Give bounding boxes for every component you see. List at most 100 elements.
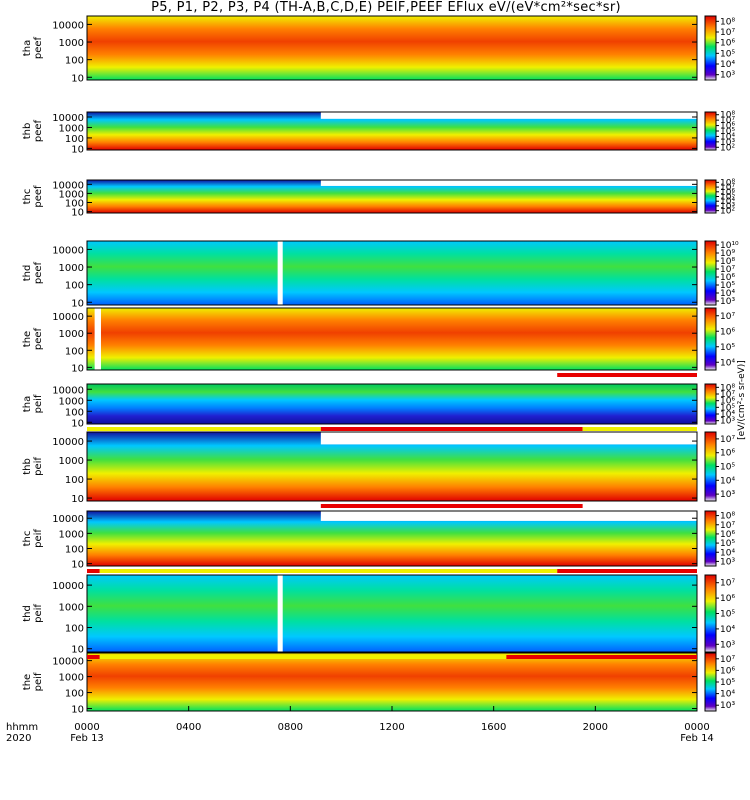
spectrogram-panel-thd-peif: 10 100 1000 10000 thdpeif 10³ 10⁴ 10⁵ 10⁶ 10⁷ [22,574,735,656]
data-gap [320,432,697,445]
flag-segment-red [87,569,100,573]
flag-segment-yellow [99,655,507,659]
panel-frame [86,383,698,425]
y-tick-label: 1000 [59,123,84,134]
panel-frame [86,574,698,653]
colorbar-tick-label: 10⁶ [720,530,735,540]
y-tick-label: 100 [65,199,84,210]
colorbar-tick-label: 10⁸ [720,178,735,188]
colorbar-tick-label: 10² [720,207,735,217]
x-tick-label: 1200 [379,722,404,733]
colorbar-tick-label: 10⁵ [720,463,735,473]
flag-segment-red [320,427,583,431]
colorbar-tick-label: 10⁶ [720,397,735,407]
colorbar-tick-label: 10⁷ [720,116,735,126]
y-tick-label: 100 [65,689,84,700]
y-tick-label: 10000 [52,514,84,525]
spectrogram-fill [87,653,697,711]
panel-frame [86,111,698,151]
data-gap [277,575,283,652]
colorbar-tick-label: 10³ [720,701,735,711]
colorbar-tick-label: 10⁴ [720,690,735,700]
panel-label: thepeif [22,672,44,691]
y-tick-label: 10000 [52,657,84,668]
colorbar-tick-label: 10⁶ [720,594,735,604]
colorbar-tick-label: 10⁷ [720,28,735,38]
y-tick-label: 100 [65,281,84,292]
flag-segment-red [87,655,100,659]
colorbar-tick-label: 10⁷ [720,312,735,322]
y-tick-label: 10 [71,418,84,429]
data-gap [320,511,697,521]
quality-flag-bar [87,427,697,431]
panel-label: thdpeif [22,604,44,623]
colorbar-tick-label: 10⁷ [720,390,735,400]
y-tick-label: 10 [71,645,84,656]
y-tick-label: 1000 [59,673,84,684]
y-tick-label: 10000 [52,20,84,31]
colorbar-tick-label: 10⁷ [720,655,735,665]
colorbar-tick-label: 10⁴ [720,358,735,368]
colorbar [704,15,717,81]
flag-segment-red [320,504,583,508]
panel-label: thepeef [22,327,44,350]
y-tick-label: 100 [65,475,84,486]
y-tick-label: 10 [71,560,84,571]
x-tick-label: 2000 [583,722,608,733]
colorbar-tick-label: 10⁶ [720,188,735,198]
y-tick-label: 100 [65,346,84,357]
colorbar-tick-label: 10⁷ [720,579,735,589]
data-gap [277,241,283,305]
colorbar [704,111,717,151]
colorbar-tick-label: 10⁴ [720,625,735,635]
colorbar-tick-label: 10³ [720,557,735,567]
x-tick-label: 0000 [74,722,99,733]
y-tick-label: 1000 [59,263,84,274]
colorbar-tick-label: 10⁸ [720,17,735,27]
chart-title: P5, P1, P2, P3, P4 (TH-A,B,C,D,E) PEIF,P… [151,0,621,15]
panel-label: thdpeef [22,261,44,284]
spectrogram-fill [87,308,697,370]
colorbar [704,240,717,306]
quality-flag-bar [87,569,697,573]
panel-label: thcpeef [22,185,44,208]
x-tick-label: 0400 [176,722,201,733]
time-row-label: hhmm [6,722,38,733]
y-tick-label: 10000 [52,437,84,448]
colorbar-tick-label: 10⁶ [720,122,735,132]
x-tick-label: 1600 [481,722,506,733]
y-tick-label: 10000 [52,180,84,191]
y-tick-label: 100 [65,624,84,635]
panel-label: thbpeif [22,457,44,476]
colorbar-tick-label: 10³ [720,202,735,212]
colorbar-tick-label: 10⁷ [720,265,735,275]
data-gap [320,112,697,119]
colorbar [704,431,717,502]
y-tick-label: 100 [65,56,84,67]
y-tick-label: 10000 [52,385,84,396]
data-gap [94,308,101,370]
colorbar-tick-label: 10⁴ [720,476,735,486]
colorbar [704,307,717,371]
panel-frame [86,431,698,502]
colorbar-tick-label: 10⁶ [720,327,735,337]
colorbar-tick-label: 10³ [720,138,735,148]
colorbar-tick-label: 10³ [720,490,735,500]
colorbar-tick-label: 10⁵ [720,127,735,137]
y-tick-label: 1000 [59,602,84,613]
panel-frame [86,179,698,214]
spectrogram-panel-thb-peif: 10 100 1000 10000 thbpeif 10³ 10⁴ 10⁵ 10⁶ 10⁷ [22,431,735,505]
y-tick-label: 1000 [59,529,84,540]
date-label: Feb 14 [680,733,714,744]
y-tick-label: 10000 [52,245,84,256]
flag-segment-red [557,373,697,377]
flag-segment-yellow [582,427,697,431]
colorbar-tick-label: 10⁷ [720,521,735,531]
y-tick-label: 10000 [52,312,84,323]
data-gap [320,180,697,186]
